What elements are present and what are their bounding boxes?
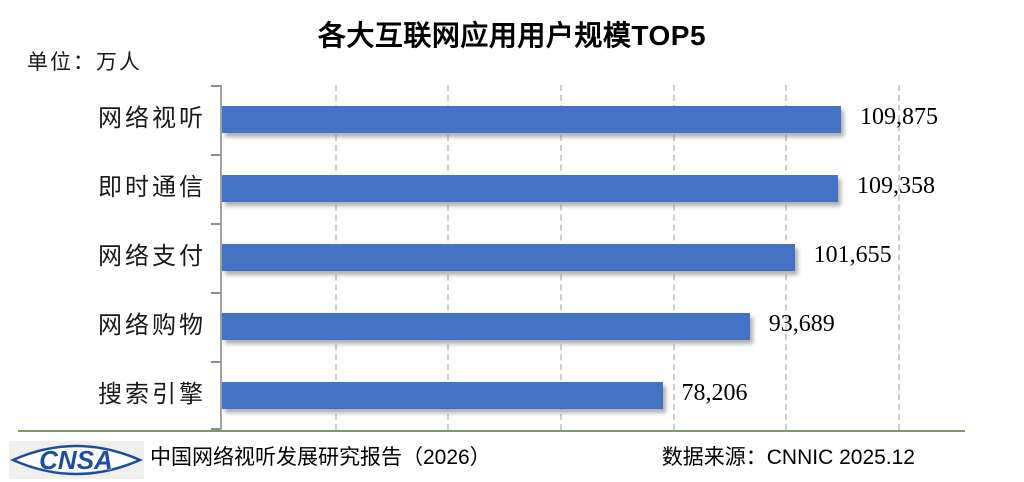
- cnsa-logo: CNSA: [9, 441, 144, 479]
- bar-网络支付: [222, 244, 795, 271]
- footer: CNSA 中国网络视听发展研究报告（2026） 数据来源：CNNIC 2025.…: [0, 438, 1024, 482]
- value-label: 93,689: [768, 311, 835, 337]
- bar-row: 93,689: [222, 292, 902, 361]
- category-label: 即时通信: [98, 175, 206, 201]
- bar-网络购物: [222, 313, 750, 340]
- value-label: 78,206: [681, 380, 748, 406]
- axis-tick: [211, 85, 220, 87]
- data-source-label: 数据来源：CNNIC 2025.12: [661, 446, 915, 469]
- value-label: 101,655: [813, 242, 892, 268]
- report-source-label: 中国网络视听发展研究报告（2026）: [150, 446, 491, 469]
- axis-tick: [211, 223, 220, 225]
- bar-row: 101,655: [222, 223, 902, 292]
- axis-tick: [211, 292, 220, 294]
- bar-row: 109,875: [222, 85, 938, 154]
- chart-title: 各大互联网应用用户规模TOP5: [317, 20, 707, 51]
- unit-label: 单位：万人: [27, 50, 142, 74]
- plot-area: 109,875 109,358 101,655 93,689 78,206: [222, 85, 938, 430]
- bar-即时通信: [222, 175, 839, 202]
- axis-tick: [211, 361, 220, 363]
- bar-搜索引擎: [222, 382, 663, 409]
- axis-tick: [211, 428, 220, 430]
- y-axis-line: [211, 85, 222, 431]
- bar-row: 109,358: [222, 154, 935, 223]
- footer-separator-line: [18, 430, 965, 432]
- category-label: 网络视听: [98, 106, 206, 132]
- gridline: [898, 85, 900, 430]
- category-label: 网络支付: [98, 244, 206, 270]
- bar-row: 78,206: [222, 361, 902, 430]
- cnsa-logo-text: CNSA: [39, 445, 113, 475]
- category-label: 网络购物: [98, 313, 206, 339]
- value-label: 109,875: [859, 104, 938, 130]
- value-label: 109,358: [857, 173, 936, 199]
- bar-网络视听: [222, 106, 841, 133]
- category-label: 搜索引擎: [98, 382, 206, 408]
- category-axis-labels: 网络视听即时通信网络支付网络购物搜索引擎: [0, 85, 206, 430]
- axis-tick: [211, 154, 220, 156]
